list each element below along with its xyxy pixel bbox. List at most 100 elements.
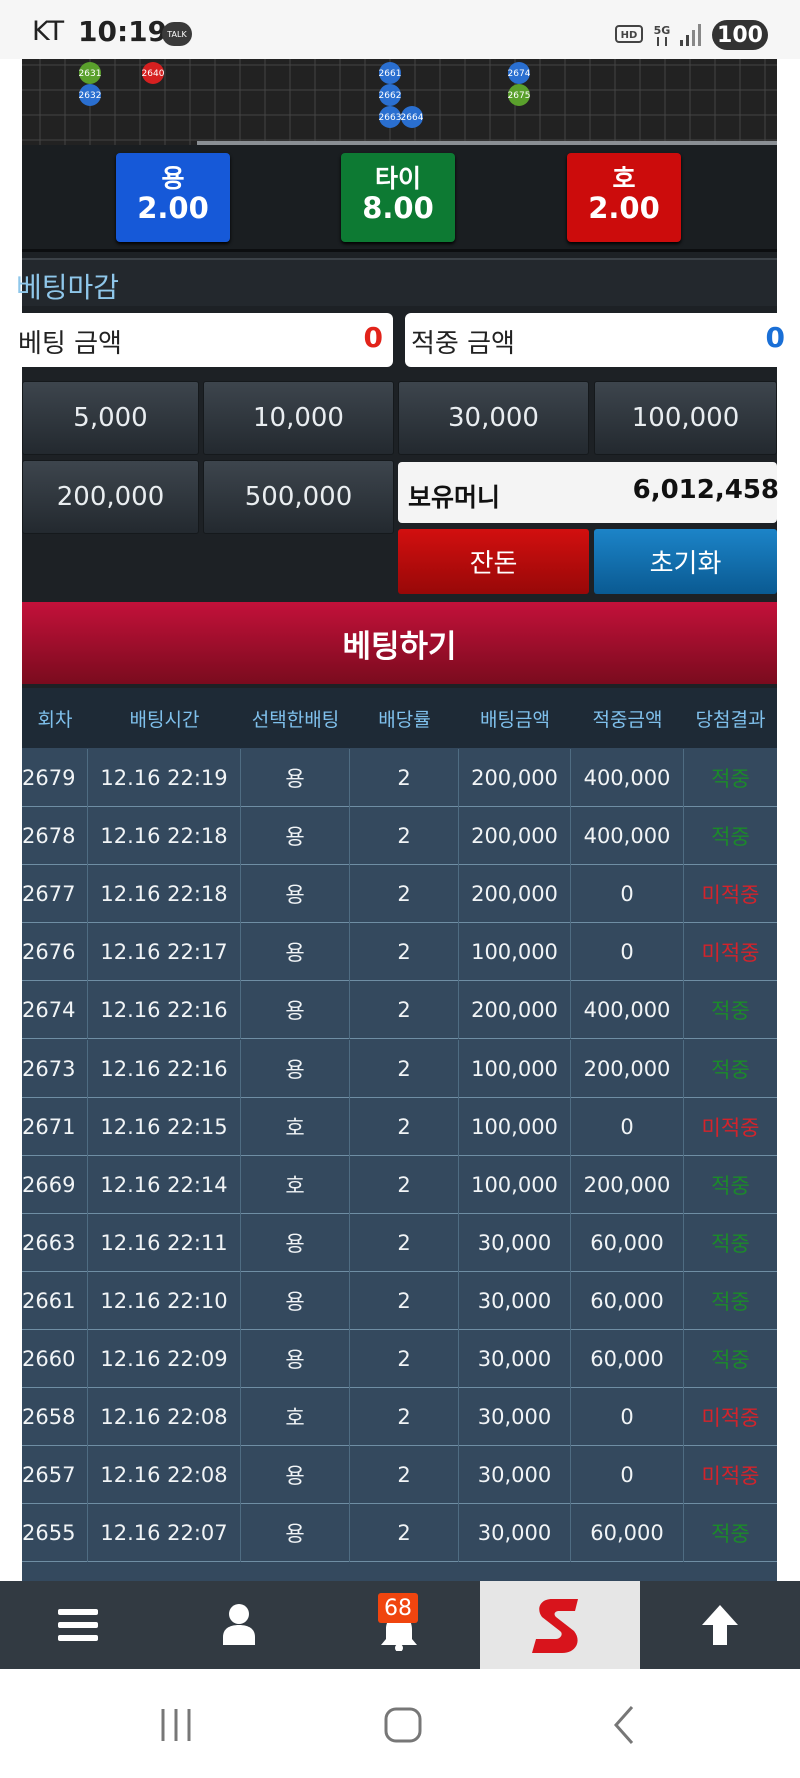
table-row — [22, 1040, 777, 1098]
table-row — [22, 1272, 777, 1330]
signal-icons: HD 5G — [615, 24, 701, 46]
table-cell: 2673 — [22, 1039, 88, 1098]
odds-name: 호 — [612, 164, 636, 193]
table-cell: 2676 — [22, 923, 88, 982]
table-cell: 12.16 22:17 — [88, 923, 241, 982]
bead — [379, 106, 401, 128]
table-cell: 미적중 — [701, 941, 760, 966]
bet-button[interactable]: 베팅하기 — [22, 602, 777, 684]
table-cell: 2 — [350, 1330, 459, 1389]
table-row — [22, 981, 777, 1040]
chip-button[interactable]: 10,000 — [203, 381, 394, 455]
bead-label: 2662 — [379, 91, 402, 101]
table-cell: 12.16 22:18 — [88, 865, 241, 924]
table-cell: 12.16 22:19 — [88, 749, 241, 808]
bead — [142, 62, 164, 84]
bottom-nav: 68 — [0, 1581, 800, 1669]
table-cell: 미적중 — [701, 1406, 760, 1431]
user-icon[interactable] — [222, 1603, 256, 1645]
bead — [508, 84, 530, 106]
table-cell: 100,000 — [459, 1039, 571, 1098]
table-cell: 용 — [241, 1504, 350, 1563]
table-cell: 적중 — [711, 999, 750, 1024]
table-cell: 12.16 22:10 — [88, 1271, 241, 1330]
table-cell: 2660 — [22, 1330, 88, 1389]
win-amount-label: 적중 금액 — [411, 329, 515, 359]
chip-button[interactable]: 200,000 — [22, 460, 199, 534]
talk-icon: TALK — [162, 22, 192, 46]
chip-button[interactable]: 30,000 — [398, 381, 589, 455]
svg-text:5G: 5G — [654, 24, 671, 37]
table-cell: 2 — [350, 1271, 459, 1330]
bead — [79, 84, 101, 106]
balance-value: 6,012,458 — [632, 475, 779, 505]
chip-button[interactable]: 100,000 — [594, 381, 777, 455]
table-cell: 0 — [571, 1097, 684, 1156]
table-cell: 30,000 — [459, 1388, 571, 1447]
table-header: 선택한배팅 — [241, 688, 350, 748]
table-cell: 2663 — [22, 1213, 88, 1272]
bead-label: 2632 — [79, 91, 102, 101]
table-cell: 미적중 — [701, 883, 760, 908]
carrier: KT — [32, 16, 65, 47]
table-cell: 12.16 22:15 — [88, 1097, 241, 1156]
bead-label: 2661 — [379, 69, 402, 79]
table-cell: 용 — [241, 1213, 350, 1272]
odds-button[interactable]: 호 2.00 — [567, 153, 681, 242]
logo-tab[interactable] — [480, 1581, 640, 1669]
bead — [401, 106, 423, 128]
table-header: 배당률 — [350, 688, 459, 748]
status-strip: 베팅마감 — [16, 258, 777, 306]
reset-button[interactable]: 초기화 — [594, 529, 777, 594]
change-button[interactable]: 잔돈 — [398, 529, 589, 594]
table-row — [22, 923, 777, 982]
clock: 10:19 — [78, 15, 168, 48]
bead-road: 2631 2632 2640 2661 2662 2663 2664 2674 2675 — [22, 59, 777, 145]
balance-box: 보유머니 6,012,458 — [398, 462, 779, 523]
notification-badge: 68 — [378, 1593, 418, 1623]
table-cell: 호 — [241, 1097, 350, 1156]
table-cell: 2677 — [22, 865, 88, 924]
table-row — [22, 865, 777, 924]
table-cell: 용 — [241, 1271, 350, 1330]
table-cell: 200,000 — [459, 865, 571, 924]
table-row — [22, 749, 777, 808]
table-cell: 2 — [350, 1155, 459, 1214]
table-cell: 2671 — [22, 1097, 88, 1156]
win-amount-box: 적중 금액 0 — [405, 313, 785, 367]
win-amount-value: 0 — [765, 321, 785, 354]
table-cell: 적중 — [711, 1348, 750, 1373]
chip-button[interactable]: 500,000 — [203, 460, 394, 534]
balance-label: 보유머니 — [408, 483, 501, 512]
odds-button[interactable]: 타이 8.00 — [341, 153, 455, 242]
system-buttons[interactable] — [160, 1705, 660, 1745]
bet-amount-box: 베팅 금액 0 — [18, 313, 393, 367]
table-cell: 2669 — [22, 1155, 88, 1214]
table-cell: 2661 — [22, 1271, 88, 1330]
history-table: 회차 배팅시간 선택한배팅 배당률 배팅금액 적중금액 당첨결과 2679 12.16 22:1… — [22, 688, 777, 1581]
table-cell: 2 — [350, 1504, 459, 1563]
bead-label: 2674 — [508, 69, 531, 79]
odds-value: 2.00 — [588, 191, 660, 225]
table-cell: 60,000 — [571, 1504, 684, 1563]
table-cell: 용 — [241, 981, 350, 1040]
table-cell: 호 — [241, 1155, 350, 1214]
table-cell: 호 — [241, 1388, 350, 1447]
table-cell: 12.16 22:16 — [88, 981, 241, 1040]
table-cell: 적중 — [711, 825, 750, 850]
table-cell: 60,000 — [571, 1213, 684, 1272]
table-cell: 적중 — [711, 1173, 750, 1198]
chip-button[interactable]: 5,000 — [22, 381, 199, 455]
table-cell: 용 — [241, 865, 350, 924]
table-cell: 12.16 22:18 — [88, 807, 241, 866]
table-cell: 30,000 — [459, 1446, 571, 1505]
bead — [379, 84, 401, 106]
table-cell: 적중 — [711, 1289, 750, 1314]
odds-button[interactable]: 용 2.00 — [116, 153, 230, 242]
table-cell: 12.16 22:11 — [88, 1213, 241, 1272]
menu-icon[interactable] — [58, 1607, 100, 1643]
bead-label: 2664 — [401, 113, 424, 123]
table-header: 배팅시간 — [88, 688, 241, 748]
table-cell: 100,000 — [459, 1155, 571, 1214]
scroll-top-icon[interactable] — [700, 1603, 740, 1647]
